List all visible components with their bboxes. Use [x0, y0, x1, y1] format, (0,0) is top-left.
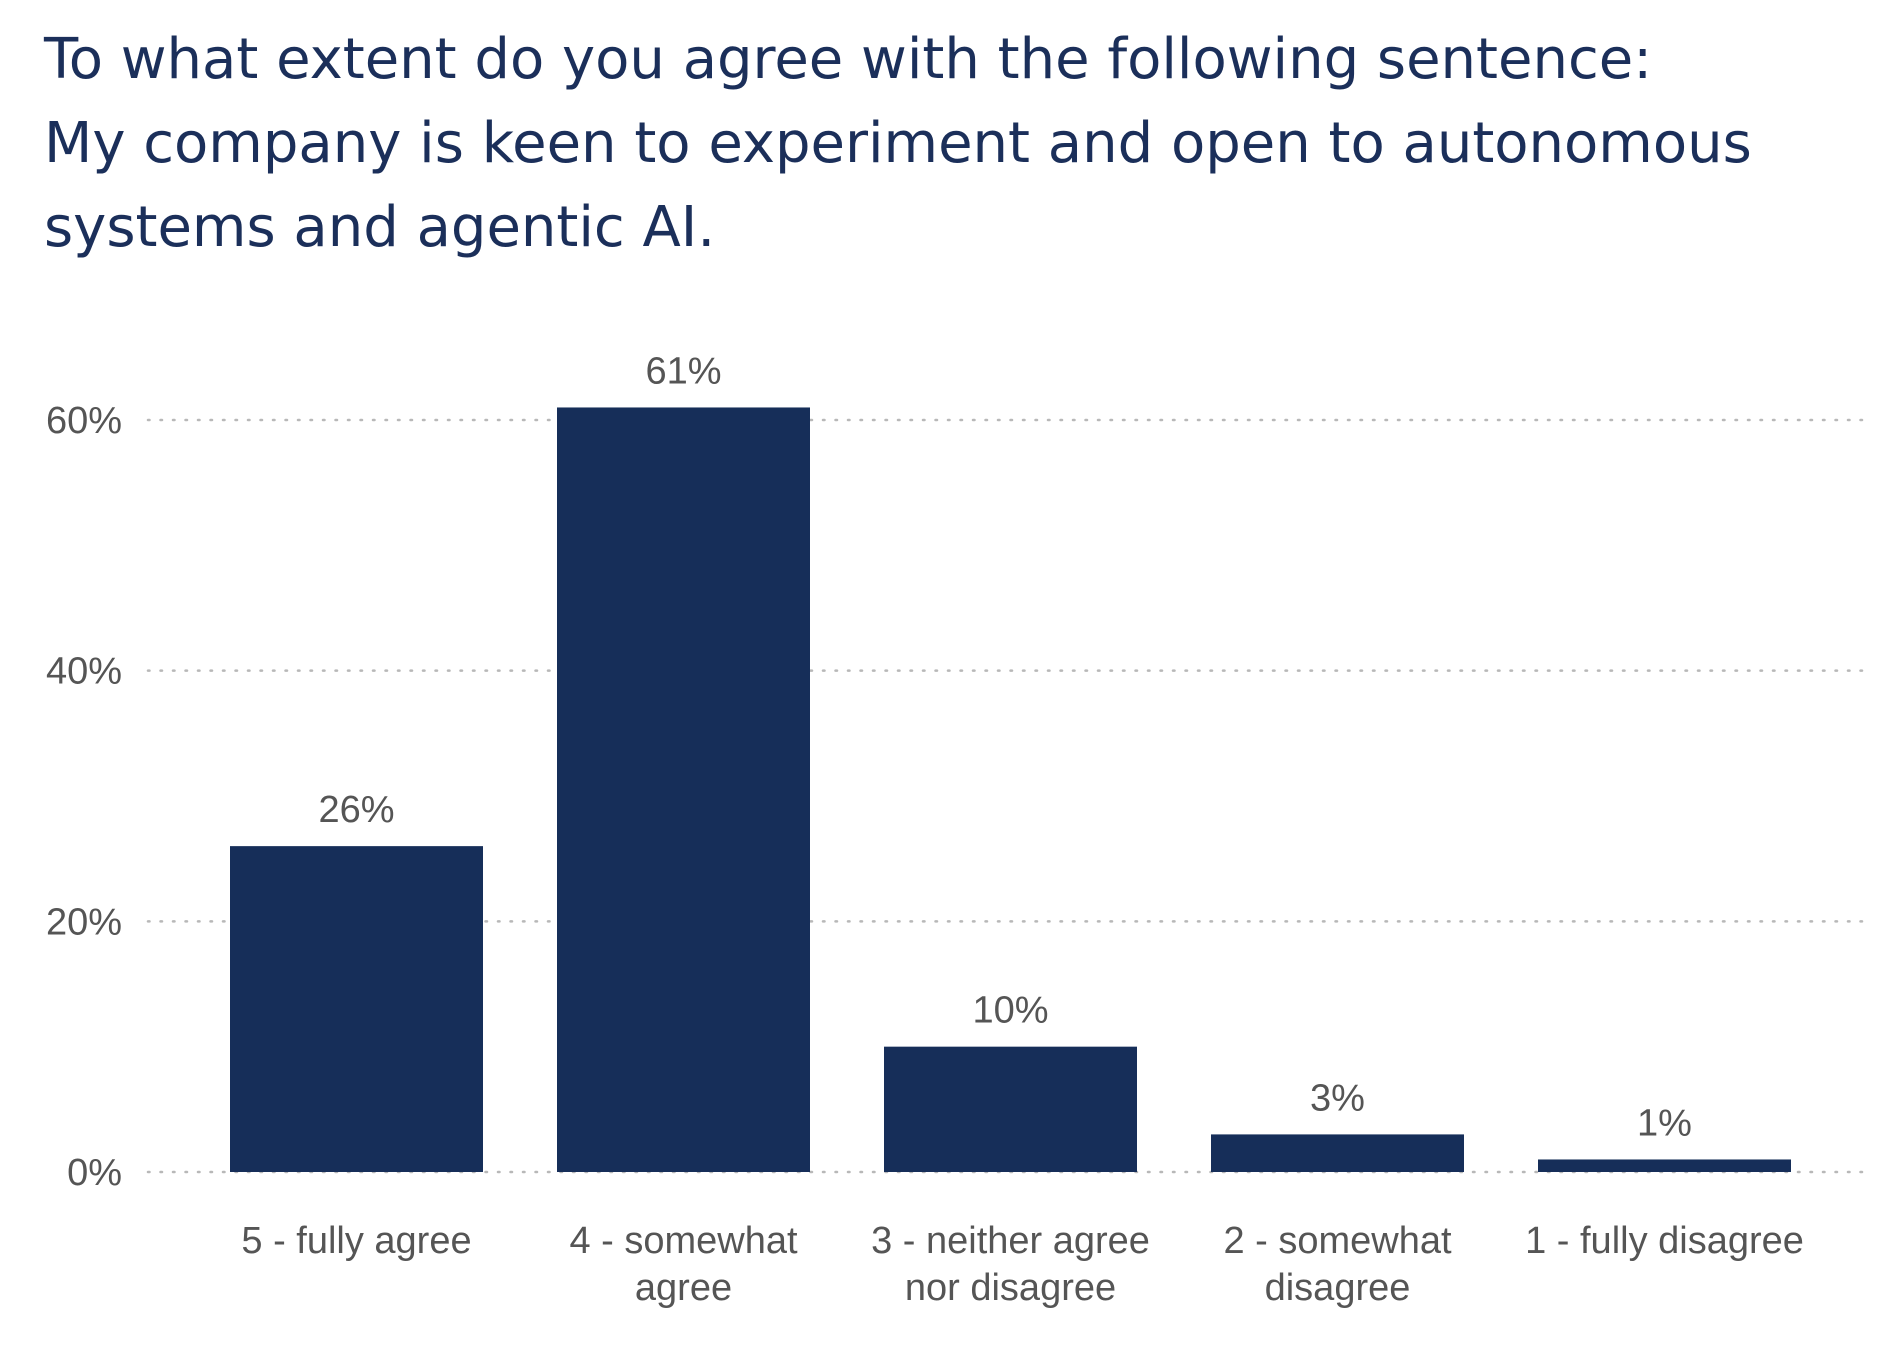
x-tick-label: 5 - fully agree	[241, 1220, 471, 1262]
bar	[230, 846, 483, 1172]
chart-title-line: My company is keen to experiment and ope…	[44, 111, 1752, 176]
bar	[1538, 1159, 1791, 1172]
x-tick-label: 2 - somewhat disagree	[1223, 1220, 1452, 1309]
chart-title-line: systems and agentic AI.	[44, 195, 716, 260]
x-axis: 5 - fully agree 4 - somewhat agree 3 - neit…	[241, 1220, 1804, 1309]
data-label: 26%	[318, 789, 394, 831]
bars	[230, 407, 1791, 1172]
y-tick-label: 20%	[46, 901, 122, 943]
y-tick-label: 0%	[67, 1152, 122, 1194]
x-tick-label: 4 - somewhat agree	[569, 1220, 798, 1309]
x-tick-label: 1 - fully disagree	[1525, 1220, 1804, 1262]
bar	[1211, 1134, 1464, 1172]
y-axis: 0% 20% 40% 60%	[46, 400, 122, 1194]
chart-title: To what extent do you agree with the fol…	[44, 18, 1864, 270]
x-tick-label: 3 - neither agree nor disagree	[871, 1220, 1150, 1309]
data-labels: 26% 61% 10% 3% 1%	[318, 350, 1691, 1144]
y-tick-label: 60%	[46, 400, 122, 442]
data-label: 10%	[972, 990, 1048, 1032]
chart-title-line: To what extent do you agree with the fol…	[44, 27, 1653, 92]
bar	[557, 407, 810, 1172]
data-label: 3%	[1310, 1077, 1365, 1119]
bar	[884, 1046, 1137, 1172]
y-tick-label: 40%	[46, 651, 122, 693]
data-label: 61%	[645, 350, 721, 392]
data-label: 1%	[1637, 1102, 1692, 1144]
